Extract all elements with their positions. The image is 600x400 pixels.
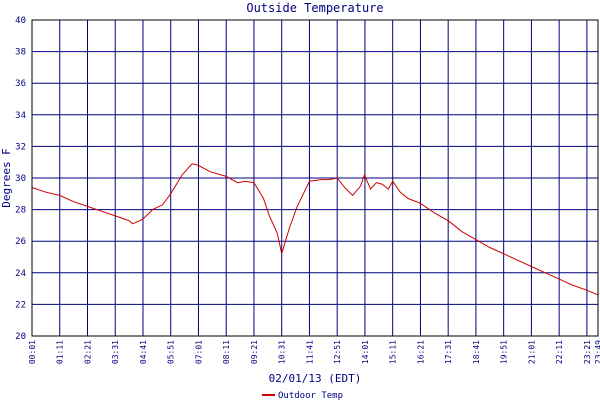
y-tick-label: 28 bbox=[15, 206, 26, 216]
y-tick-label: 36 bbox=[15, 79, 26, 89]
y-tick-label: 30 bbox=[15, 174, 26, 184]
legend: Outdoor Temp bbox=[262, 391, 343, 400]
x-tick-label: 11:41 bbox=[305, 340, 314, 364]
y-tick-label: 22 bbox=[15, 300, 26, 310]
chart-title: Outside Temperature bbox=[246, 1, 383, 15]
x-tick-label: 23:49 bbox=[594, 340, 600, 364]
x-tick-label: 03:31 bbox=[111, 340, 120, 364]
x-tick-label: 22:11 bbox=[555, 340, 564, 364]
x-tick-label: 12:51 bbox=[333, 340, 342, 364]
x-tick-label: 14:01 bbox=[361, 340, 370, 364]
x-tick-label: 19:51 bbox=[500, 340, 509, 364]
y-tick-label: 32 bbox=[15, 142, 26, 152]
x-tick-label: 17:31 bbox=[444, 340, 453, 364]
y-tick-label: 20 bbox=[15, 332, 26, 342]
x-tick-label: 02:21 bbox=[83, 340, 92, 364]
x-tick-label: 01:11 bbox=[56, 340, 65, 364]
y-tick-label: 26 bbox=[15, 237, 26, 247]
x-tick-label: 16:21 bbox=[416, 340, 425, 364]
y-tick-label: 24 bbox=[15, 269, 26, 279]
plot-border bbox=[31, 19, 599, 337]
x-tick-label: 04:41 bbox=[139, 340, 148, 364]
x-tick-label: 10:31 bbox=[278, 340, 287, 364]
y-tick-label: 34 bbox=[15, 111, 26, 121]
x-tick-label: 05:51 bbox=[167, 340, 176, 364]
legend-label: Outdoor Temp bbox=[278, 391, 343, 400]
x-tick-label: 18:41 bbox=[472, 340, 481, 364]
outdoor-temp-line bbox=[31, 163, 599, 296]
x-tick-label: 23:21 bbox=[583, 340, 592, 364]
y-axis-label: Degrees F bbox=[0, 148, 13, 208]
x-tick-label: 09:21 bbox=[250, 340, 259, 364]
x-axis-label: 02/01/13 (EDT) bbox=[269, 372, 362, 385]
x-tick-label: 08:11 bbox=[222, 340, 231, 364]
x-tick-label: 07:01 bbox=[194, 340, 203, 364]
x-tick-label: 15:11 bbox=[389, 340, 398, 364]
y-tick-label: 40 bbox=[15, 16, 26, 26]
x-tick-label: 21:01 bbox=[527, 340, 536, 364]
y-tick-labels: 20 22 24 26 28 30 32 34 36 38 40 bbox=[15, 16, 26, 342]
x-tick-label: 00:01 bbox=[28, 340, 37, 364]
y-tick-label: 38 bbox=[15, 48, 26, 58]
x-tick-labels: 00:01 01:11 02:21 03:31 04:41 05:51 07:01 08:11… bbox=[28, 340, 600, 364]
